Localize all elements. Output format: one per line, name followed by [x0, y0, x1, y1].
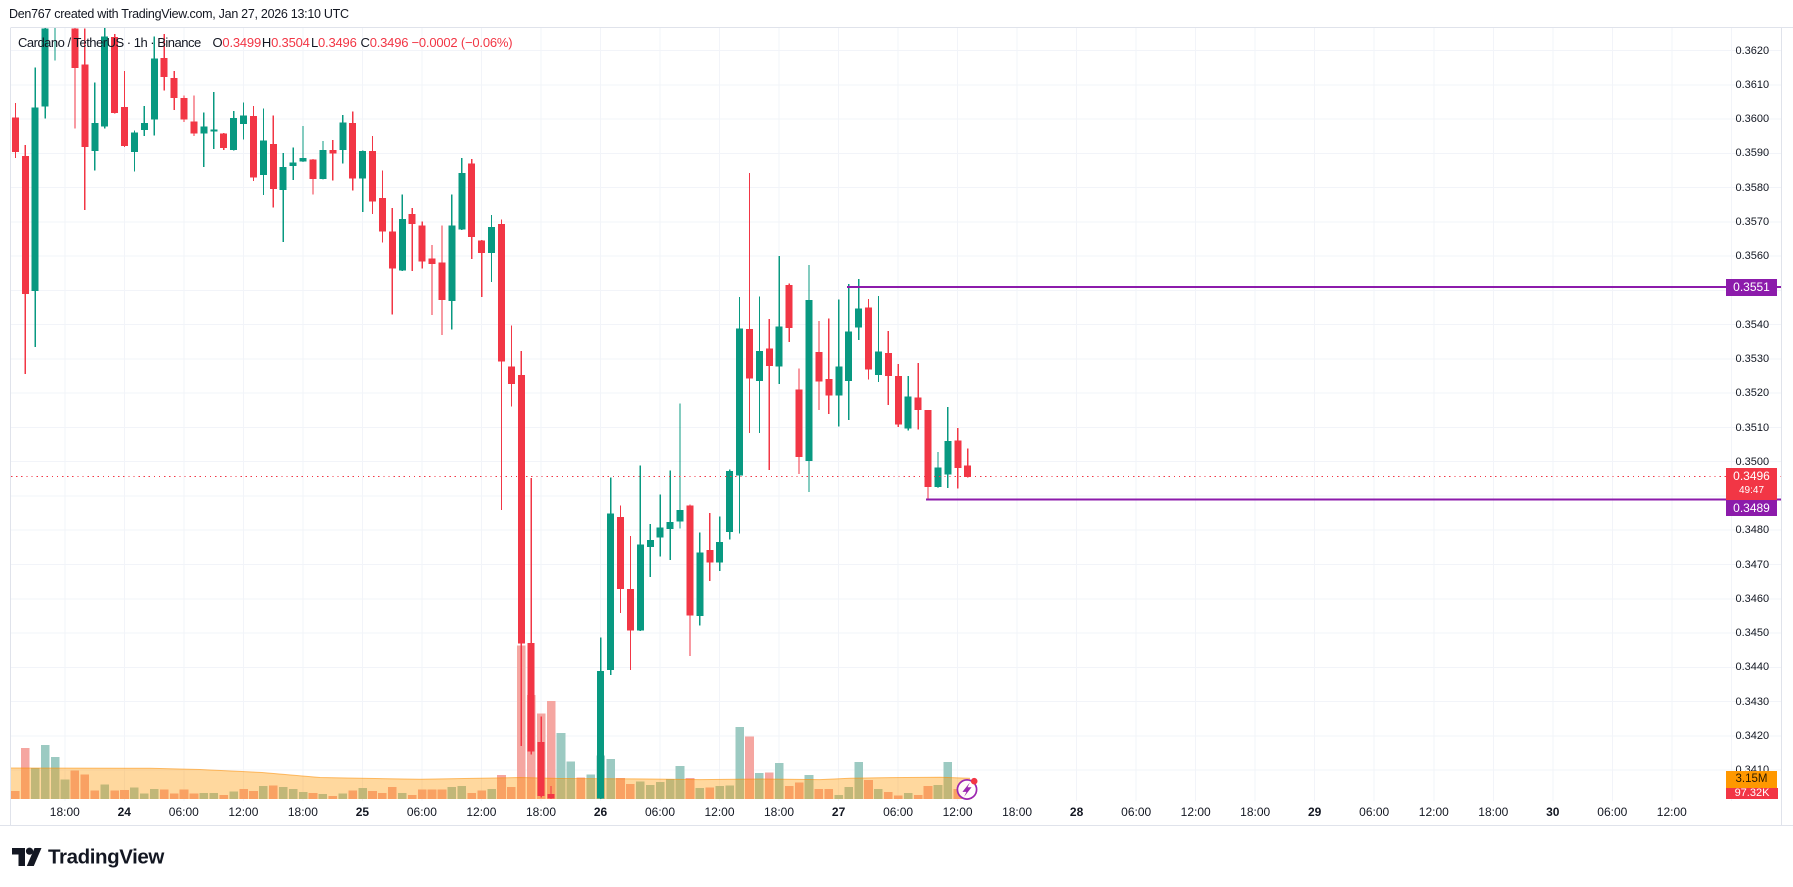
svg-text:TradingView: TradingView [48, 846, 164, 869]
